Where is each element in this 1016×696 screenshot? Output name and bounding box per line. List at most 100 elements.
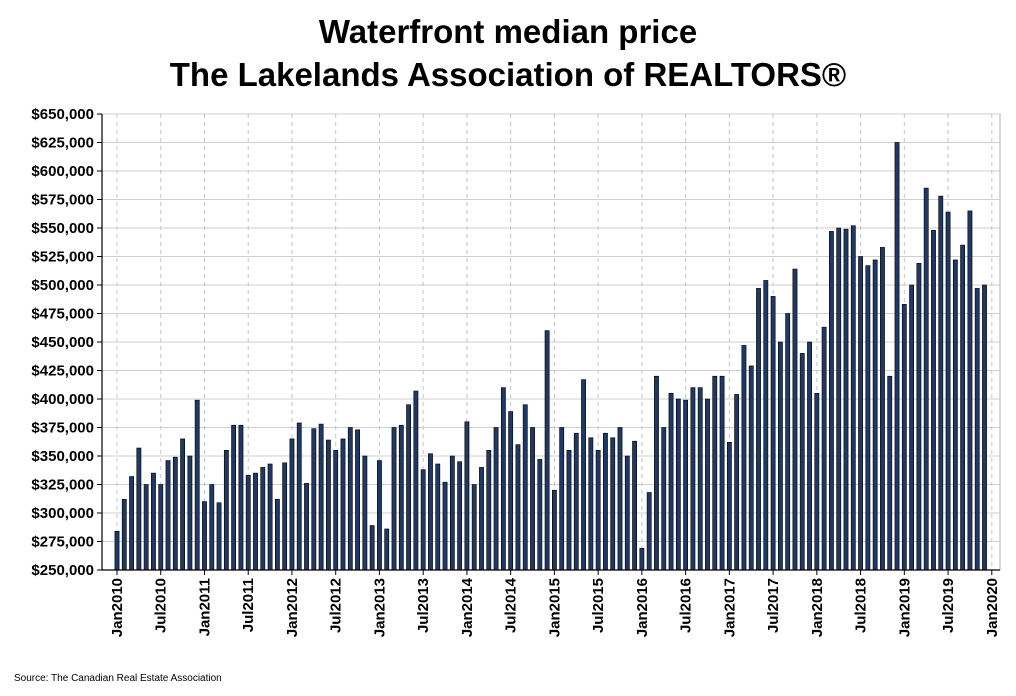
x-tick-label: Jan2019 [896, 578, 913, 637]
bar-Nov2017 [799, 353, 805, 571]
bar-Jun2010 [151, 472, 156, 571]
bar-May2013 [406, 404, 411, 571]
bar-Jan2015 [551, 489, 557, 571]
bar-Jan2012 [289, 438, 295, 571]
bar-Sep2014 [522, 404, 528, 571]
bar-Feb2010 [121, 499, 127, 571]
y-tick-label: $275,000 [31, 534, 94, 551]
bar-Jun2017 [763, 280, 769, 571]
bar-Mar2011 [216, 502, 222, 571]
bar-Jun2018 [850, 225, 856, 571]
bar-May2015 [581, 379, 586, 571]
y-tick-label: $375,000 [31, 420, 94, 437]
bar-Dec2016 [719, 375, 725, 571]
bar-Nov2018 [887, 375, 893, 571]
bar-Sep2017 [785, 313, 791, 571]
bar-Jan2019 [901, 304, 907, 571]
bar-Jun2014 [500, 387, 506, 571]
bar-Jun2016 [675, 398, 681, 571]
bar-Dec2012 [369, 525, 375, 571]
bar-May2019 [931, 229, 936, 571]
bar-Oct2011 [267, 463, 273, 571]
bar-Apr2015 [573, 432, 579, 571]
bar-Mar2013 [391, 427, 397, 571]
bar-Dec2018 [894, 142, 900, 571]
bar-Oct2016 [705, 398, 710, 571]
x-tick-label: Jul2010 [153, 578, 170, 633]
y-tick-label: $500,000 [31, 277, 94, 294]
x-tick-label: Jan2017 [721, 578, 738, 637]
bar-Aug2014 [515, 444, 521, 571]
bar-Oct2013 [442, 481, 448, 571]
bar-Jan2017 [726, 442, 732, 571]
bar-Jul2015 [595, 449, 601, 571]
bar-Feb2014 [471, 484, 477, 571]
bar-Nov2011 [274, 499, 280, 571]
bar-Jul2014 [508, 411, 514, 571]
bar-Jan2011 [202, 501, 207, 571]
bar-Dec2015 [632, 440, 637, 571]
bar-Jul2018 [858, 256, 863, 571]
y-tick-label: $450,000 [31, 334, 94, 351]
bar-Nov2012 [362, 455, 368, 571]
y-tick-label: $625,000 [31, 135, 94, 152]
bar-Aug2018 [865, 265, 871, 571]
y-tick-label: $325,000 [31, 477, 94, 494]
bar-May2016 [668, 392, 674, 571]
bar-Dec2010 [194, 399, 200, 571]
bar-Sep2018 [872, 259, 878, 571]
x-tick-label: Jan2013 [371, 578, 388, 637]
x-tick-label: Jan2011 [196, 578, 213, 636]
x-tick-label: Jan2018 [809, 578, 826, 637]
bar-Mar2018 [829, 231, 834, 571]
bar-Mar2019 [916, 263, 922, 571]
bar-May2018 [843, 228, 849, 571]
bar-Apr2019 [923, 187, 929, 571]
bar-Mar2017 [741, 345, 747, 571]
bar-Sep2010 [172, 456, 178, 571]
bar-Dec2017 [807, 341, 812, 571]
bar-Jul2013 [420, 469, 426, 571]
chart-title: Waterfront median price [318, 13, 698, 50]
bar-Feb2016 [646, 492, 652, 571]
y-tick-label: $300,000 [31, 505, 94, 522]
x-tick-label: Jan2010 [109, 578, 126, 637]
bar-Feb2017 [734, 394, 740, 571]
bar-Sep2011 [260, 467, 266, 571]
bar-Mar2010 [129, 476, 134, 571]
chart-subtitle: The Lakelands Association of REALTORS® [169, 56, 847, 93]
bar-Jan2010 [114, 530, 120, 571]
x-tick-label: Jul2019 [940, 578, 957, 633]
bar-Aug2012 [340, 438, 346, 571]
bar-Aug2010 [165, 460, 171, 571]
y-tick-label: $650,000 [31, 106, 94, 123]
y-tick-label: $250,000 [31, 562, 94, 579]
bar-Sep2015 [610, 437, 616, 571]
bar-Sep2013 [435, 463, 441, 571]
x-tick-label: Jan2014 [459, 577, 476, 637]
bar-Oct2018 [880, 247, 885, 571]
bar-Dec2019 [982, 284, 987, 571]
x-tick-label: Jul2011 [240, 578, 257, 632]
y-tick-label: $400,000 [31, 391, 94, 408]
x-tick-label: Jan2016 [634, 578, 651, 637]
bar-Feb2015 [559, 427, 565, 571]
bar-Jul2017 [770, 296, 776, 571]
x-tick-label: Jul2014 [503, 577, 520, 633]
bar-Jan2016 [639, 548, 645, 571]
bar-Feb2018 [821, 326, 827, 571]
y-tick-label: $575,000 [31, 192, 94, 209]
bar-Aug2017 [777, 341, 783, 571]
bar-Apr2017 [748, 365, 754, 571]
bar-Feb2012 [296, 422, 302, 571]
bar-May2010 [143, 484, 149, 571]
x-tick-label: Jan2012 [284, 578, 301, 637]
bar-Apr2016 [661, 427, 667, 571]
bar-Jul2012 [333, 449, 339, 571]
bar-Nov2014 [537, 459, 543, 571]
bar-Apr2013 [398, 424, 404, 571]
bar-Feb2019 [909, 284, 915, 571]
bar-Mar2014 [479, 467, 484, 571]
bar-Oct2017 [792, 268, 798, 571]
